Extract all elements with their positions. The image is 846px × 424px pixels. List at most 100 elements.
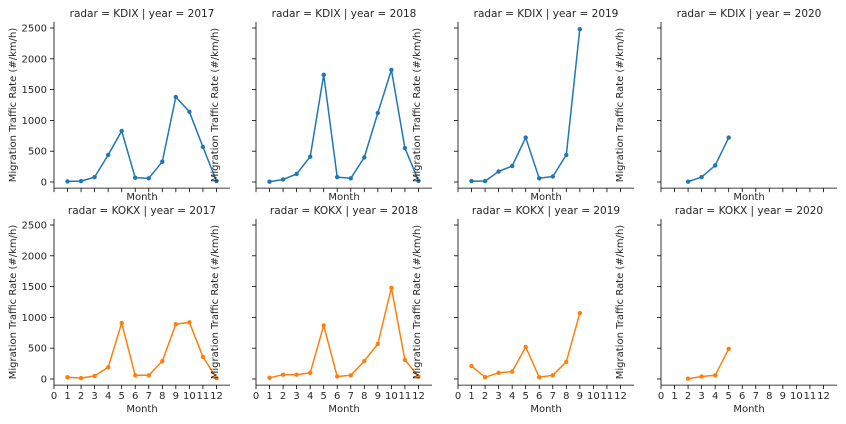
x-tick-label: 11 <box>804 391 817 402</box>
data-point <box>119 320 124 326</box>
x-axis-label: Month <box>328 192 359 203</box>
data-point <box>375 341 380 347</box>
data-point <box>187 320 192 325</box>
x-tick-label: 0 <box>455 391 461 402</box>
y-axis-label: Migration Traffic Rate (#/km/h) <box>615 225 626 380</box>
x-tick-label: 4 <box>307 391 313 402</box>
y-tick-label: 1000 <box>22 313 47 324</box>
data-point <box>294 171 299 177</box>
series-line-kokx <box>269 287 420 379</box>
data-point <box>726 346 731 351</box>
facet-panel-kdix-2018: radar = KDIX | year = 2018 Month Migration… <box>210 8 432 203</box>
x-tick-label: 12 <box>412 391 425 402</box>
data-point <box>173 94 178 100</box>
data-point <box>577 310 582 316</box>
data-point <box>550 174 555 179</box>
data-point <box>335 374 340 379</box>
data-point <box>416 178 421 183</box>
data-point <box>280 177 286 182</box>
x-tick-label: 0 <box>51 391 57 402</box>
data-point <box>537 375 542 380</box>
series-line-kdix <box>471 29 581 182</box>
data-point <box>187 109 192 115</box>
data-point <box>550 373 555 378</box>
x-tick-label: 9 <box>375 391 381 402</box>
x-tick-label: 8 <box>563 391 569 402</box>
data-point <box>510 163 515 169</box>
data-point <box>537 176 542 181</box>
data-point <box>294 372 299 377</box>
y-axis-label: Migration Traffic Rate (#/km/h) <box>615 28 626 183</box>
data-point <box>200 144 206 150</box>
data-point <box>713 163 718 168</box>
x-axis-label: Month <box>733 192 764 203</box>
data-point <box>523 344 528 350</box>
data-point <box>133 373 138 378</box>
x-tick-label: 12 <box>210 391 223 402</box>
x-tick-label: 6 <box>132 391 138 402</box>
data-point <box>200 354 206 359</box>
data-point <box>416 374 421 379</box>
x-tick-label: 7 <box>146 391 152 402</box>
data-point <box>469 178 474 184</box>
data-point <box>160 358 165 364</box>
data-point <box>65 179 70 184</box>
data-point <box>402 357 408 363</box>
x-tick-label: 6 <box>739 391 745 402</box>
x-tick-label: 2 <box>685 391 691 402</box>
x-tick-label: 10 <box>790 391 803 402</box>
facet-panel-kdix-2019: radar = KDIX | year = 2019 Month Migration… <box>412 8 634 203</box>
data-point <box>699 374 704 379</box>
series-line-kokx <box>67 321 218 379</box>
data-point <box>375 110 380 116</box>
x-tick-label: 1 <box>266 391 272 402</box>
x-tick-label: 0 <box>658 391 664 402</box>
data-point <box>106 152 111 158</box>
x-tick-label: 5 <box>321 391 327 402</box>
data-point <box>699 174 704 180</box>
x-tick-label: 3 <box>293 391 299 402</box>
x-tick-label: 6 <box>536 391 542 402</box>
x-tick-label: 1 <box>468 391 474 402</box>
data-point <box>348 176 353 181</box>
y-tick-label: 2500 <box>22 24 47 35</box>
series-line-kdix <box>687 137 730 183</box>
data-point <box>267 375 272 380</box>
data-point <box>362 358 367 364</box>
facet-panel-kdix-2017: radar = KDIX | year = 2017 0 500 1000 1500 20… <box>8 8 230 203</box>
data-point <box>389 285 394 290</box>
x-tick-label: 3 <box>495 391 501 402</box>
data-point <box>389 67 394 73</box>
data-point <box>496 169 501 174</box>
data-point <box>160 159 165 164</box>
data-point <box>146 373 151 378</box>
panel-title: radar = KDIX | year = 2017 <box>70 8 215 20</box>
x-tick-label: 7 <box>348 391 354 402</box>
series-line-kdix <box>269 69 420 183</box>
y-tick-label: 2000 <box>22 251 47 262</box>
y-axis-label: Migration Traffic Rate (#/km/h) <box>412 225 423 380</box>
data-point <box>214 178 219 184</box>
x-tick-label: 4 <box>712 391 718 402</box>
data-point <box>119 128 124 134</box>
series-line-kdix <box>67 96 218 183</box>
x-tick-label: 11 <box>399 391 412 402</box>
x-axis-label: Month <box>126 404 157 415</box>
x-tick-label: 9 <box>577 391 583 402</box>
data-point <box>362 155 367 160</box>
x-axis-label: Month <box>733 404 764 415</box>
data-point <box>335 174 340 180</box>
data-point <box>726 135 731 140</box>
data-point <box>564 152 569 158</box>
y-axis-label: Migration Traffic Rate (#/km/h) <box>210 28 221 183</box>
y-tick-label: 1500 <box>22 282 47 293</box>
x-tick-label: 10 <box>587 391 600 402</box>
x-tick-label: 6 <box>334 391 340 402</box>
y-axis-label: Migration Traffic Rate (#/km/h) <box>210 225 221 380</box>
data-point <box>78 375 84 381</box>
x-axis-label: Month <box>126 192 157 203</box>
x-tick-label: 10 <box>385 391 398 402</box>
